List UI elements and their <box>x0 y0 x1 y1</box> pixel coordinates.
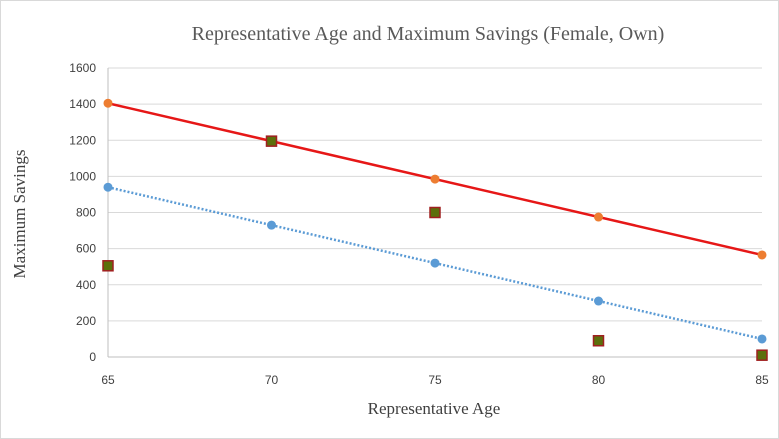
data-point-series-3 <box>429 206 441 219</box>
x-tick-label: 80 <box>592 373 606 387</box>
y-tick-label: 1000 <box>69 169 96 183</box>
chart-title: Representative Age and Maximum Savings (… <box>192 23 665 45</box>
data-point-series-3 <box>102 260 114 272</box>
data-point-series-2 <box>757 334 767 344</box>
data-point-series-1 <box>103 98 113 108</box>
data-point-series-3 <box>756 349 768 361</box>
y-tick-label: 600 <box>76 242 96 256</box>
x-tick-label: 65 <box>101 373 115 387</box>
trendlines <box>107 102 763 341</box>
data-point-series-2 <box>430 258 440 268</box>
y-tick-label: 800 <box>76 206 96 220</box>
data-points <box>102 98 768 361</box>
data-point-series-1 <box>594 212 603 222</box>
data-point-series-2 <box>594 296 603 306</box>
x-axis-title: Representative Age <box>368 399 501 418</box>
data-point-series-1 <box>430 174 440 184</box>
y-tick-label: 1600 <box>69 61 96 75</box>
data-point-series-1 <box>757 250 767 260</box>
y-axis-title: Maximum Savings <box>10 150 29 279</box>
data-point-series-3 <box>592 334 605 347</box>
data-point-series-3 <box>265 135 278 147</box>
data-point-series-2 <box>267 220 276 230</box>
y-tick-label: 400 <box>76 278 96 292</box>
gridlines <box>108 67 762 322</box>
data-point-series-2 <box>103 182 113 192</box>
x-tick-label: 75 <box>428 373 442 387</box>
x-tick-label: 70 <box>265 373 279 387</box>
y-tick-label: 200 <box>76 314 96 328</box>
x-tick-label: 85 <box>755 373 769 387</box>
axes: 0 200 400 600 800 1000 1200 1400 1600 65 70 75 80 85 <box>69 61 769 387</box>
y-tick-label: 0 <box>89 350 96 364</box>
y-tick-label: 1200 <box>69 133 96 147</box>
y-tick-label: 1400 <box>69 97 96 111</box>
